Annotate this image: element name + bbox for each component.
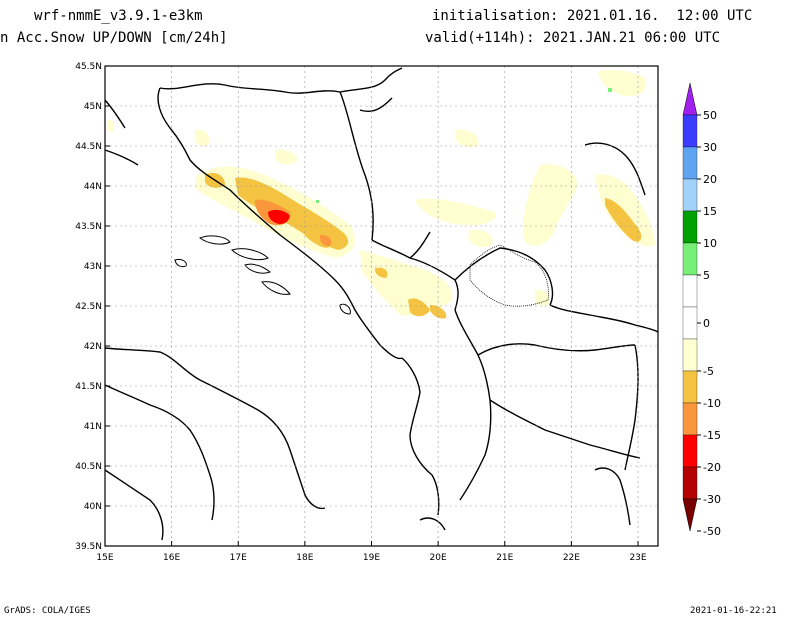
legend-label: -30 [703, 493, 721, 506]
region-border [469, 244, 549, 307]
legend-label: 20 [703, 173, 717, 186]
valid-time: valid(+114h): 2021.JAN.21 06:00 UTC [425, 30, 721, 46]
footer-credit: GrADS: COLA/IGES [4, 606, 91, 616]
model-label: wrf-nmmE_v3.9.1-e3km [34, 8, 203, 24]
lat-label: 45N [84, 102, 102, 112]
legend-band [682, 402, 698, 436]
legend-band [682, 178, 698, 212]
legend-band [682, 210, 698, 244]
longitude-axis: 15E 16E 17E 18E 19E 20E 21E 22E 23E [96, 541, 647, 563]
lon-label: 20E [430, 553, 447, 563]
lat-label: 44N [84, 182, 102, 192]
legend-band [682, 242, 698, 276]
lat-label: 42N [84, 342, 102, 352]
lat-label: 41.5N [75, 382, 102, 392]
footer-timestamp: 2021-01-16-22:21 [690, 606, 777, 616]
lat-label: 40.5N [75, 462, 102, 472]
lat-label: 43N [84, 262, 102, 272]
legend-band [682, 434, 698, 468]
lon-label: 16E [163, 553, 180, 563]
lon-label: 17E [230, 553, 247, 563]
legend-band [682, 466, 698, 500]
legend-band [682, 370, 698, 404]
legend-band [682, 306, 698, 340]
legend-band [682, 274, 698, 308]
lon-label: 15E [96, 553, 113, 563]
lon-label: 21E [496, 553, 513, 563]
lat-label: 44.5N [75, 142, 102, 152]
legend-label: -10 [703, 397, 721, 410]
legend-bottom-arrow [682, 498, 698, 532]
latitude-axis: 45.5N 45N 44.5N 44N 43.5N 43N 42.5N 42N 41.5N 41N… [75, 62, 110, 552]
legend-band [682, 114, 698, 148]
lon-label: 23E [629, 553, 646, 563]
lon-label: 22E [563, 553, 580, 563]
legend-label: -5 [703, 365, 714, 378]
lat-label: 40N [84, 502, 102, 512]
legend-label: 0 [703, 317, 710, 330]
lat-label: 41N [84, 422, 102, 432]
field-label: n Acc.Snow UP/DOWN [cm/24h] [0, 30, 228, 46]
legend-band [682, 338, 698, 372]
islands [174, 235, 351, 315]
lat-label: 39.5N [75, 542, 102, 552]
legend-label: 15 [703, 205, 717, 218]
init-time: initialisation: 2021.01.16. 12:00 UTC [432, 8, 753, 24]
lat-label: 42.5N [75, 302, 102, 312]
legend-label: 30 [703, 141, 717, 154]
legend-band [682, 146, 698, 180]
legend-top-arrow [682, 82, 698, 116]
legend-label: -50 [703, 525, 721, 538]
lat-label: 43.5N [75, 222, 102, 232]
legend-label: 5 [703, 269, 710, 282]
legend-label: -20 [703, 461, 721, 474]
lat-label: 45.5N [75, 62, 102, 72]
legend-label: 10 [703, 237, 717, 250]
coastline-borders [104, 67, 659, 541]
lon-label: 18E [296, 553, 313, 563]
lon-label: 19E [363, 553, 380, 563]
map-frame [104, 65, 659, 547]
legend-label: -15 [703, 429, 721, 442]
legend-label: 50 [703, 109, 717, 122]
